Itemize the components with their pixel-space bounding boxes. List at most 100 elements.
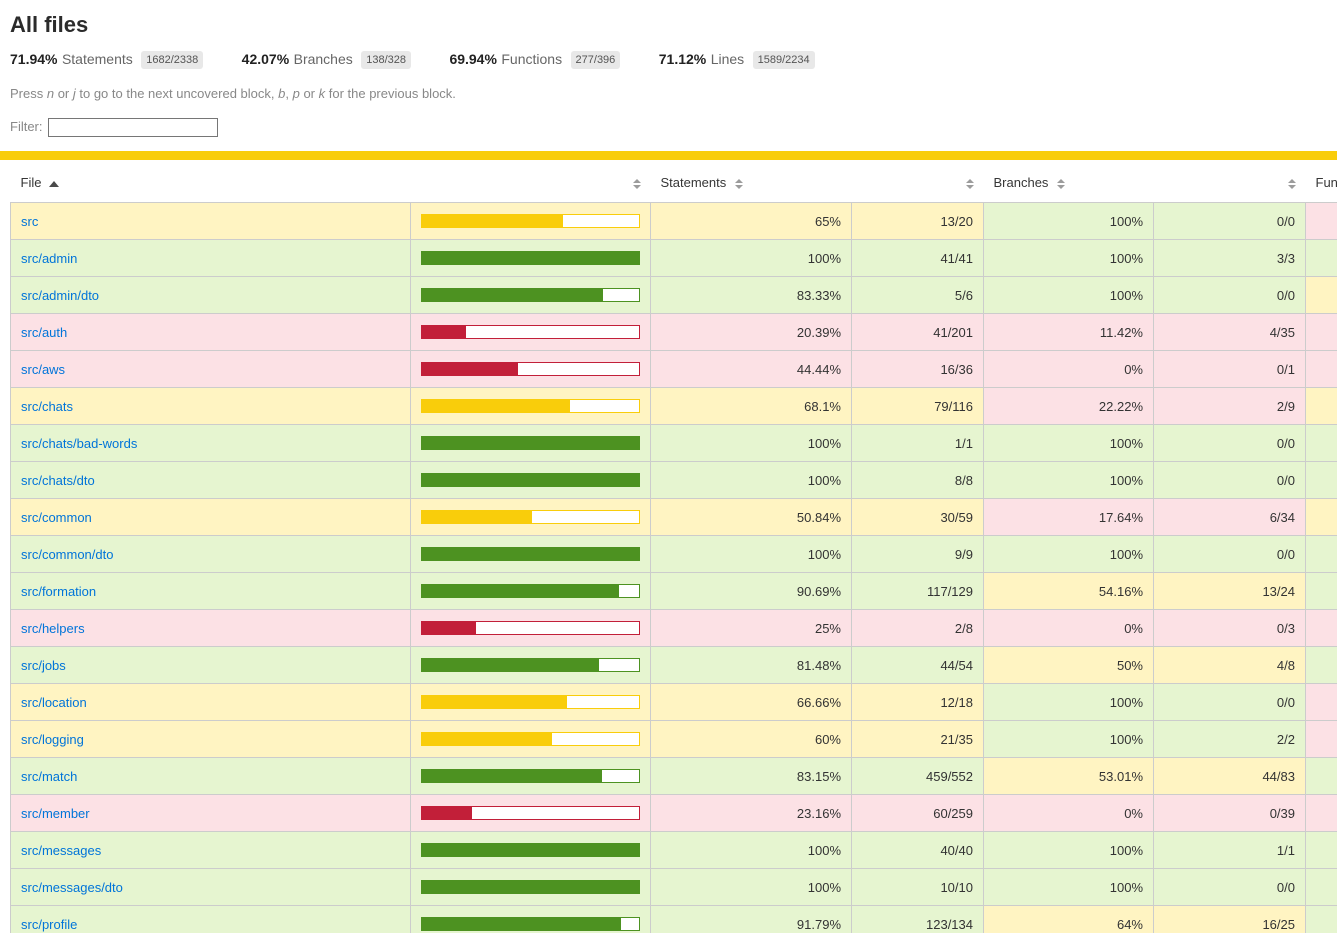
statements-raw-cell: 40/40 [851, 831, 984, 869]
statements-pct: 71.94% [10, 51, 58, 67]
lines-pct: 71.12% [658, 51, 707, 67]
coverage-bar [421, 843, 640, 857]
file-link[interactable]: src/common [21, 509, 92, 525]
functions-pct-cell [1305, 350, 1337, 388]
coverage-bar [421, 288, 640, 302]
functions-fraction-badge: 277/396 [570, 51, 621, 69]
file-link[interactable]: src/match [21, 768, 78, 784]
statements-pct-cell: 25% [650, 609, 852, 647]
statements-raw-cell: 9/9 [851, 535, 984, 573]
table-row: src/profile 91.79% 123/134 64% 16/25 [10, 905, 1337, 933]
functions-label: Functions [501, 51, 563, 67]
shortcut-key: b [278, 86, 286, 101]
table-row: src/logging 60% 21/35 100% 2/2 [10, 720, 1337, 758]
summary-branches: 42.07% Branches 138/328 [242, 51, 411, 69]
file-link[interactable]: src/profile [21, 916, 78, 932]
branches-pct-cell: 100% [983, 720, 1154, 758]
coverage-bar-fill [422, 696, 567, 708]
branches-pct-cell: 11.42% [983, 313, 1154, 351]
shortcut-key: j [72, 86, 76, 101]
table-header-row: File Statements Branches Functions [11, 162, 1337, 203]
file-link[interactable]: src/aws [21, 361, 66, 377]
statements-raw-cell: 21/35 [851, 720, 984, 758]
sort-toggle-icon [1287, 178, 1296, 189]
sort-toggle-icon [965, 178, 974, 189]
file-link[interactable]: src/auth [21, 324, 68, 340]
file-link[interactable]: src/member [21, 805, 90, 821]
branches-pct-cell: 0% [983, 350, 1154, 388]
column-header-pic-1[interactable] [411, 162, 651, 203]
help-text-segment: Press [10, 86, 47, 101]
file-link[interactable]: src/chats/dto [21, 472, 95, 488]
file-link[interactable]: src [21, 213, 39, 229]
branches-raw-cell: 0/0 [1153, 868, 1306, 906]
branches-raw-cell: 0/1 [1153, 350, 1306, 388]
column-header-abs-3[interactable] [852, 162, 984, 203]
coverage-bar [421, 362, 640, 376]
table-row: src/location 66.66% 12/18 100% 0/0 [10, 683, 1337, 721]
branches-raw-cell: 1/1 [1153, 831, 1306, 869]
functions-pct-cell [1305, 424, 1337, 462]
statements-pct-cell: 83.33% [650, 276, 852, 314]
coverage-bar-fill [422, 363, 519, 375]
help-text-segment: or [54, 86, 73, 101]
branches-pct-cell: 53.01% [983, 757, 1154, 795]
file-link[interactable]: src/messages [21, 842, 102, 858]
filter-input[interactable] [47, 118, 218, 137]
branches-raw-cell: 0/0 [1153, 683, 1306, 721]
column-header-branches[interactable]: Branches [984, 162, 1154, 203]
branches-pct-cell: 100% [983, 461, 1154, 499]
branches-pct-cell: 100% [983, 239, 1154, 277]
branches-pct-cell: 0% [983, 609, 1154, 647]
statements-raw-cell: 79/116 [851, 387, 984, 425]
coverage-bar-cell [410, 424, 651, 462]
functions-pct-cell [1305, 202, 1337, 240]
branches-pct-cell: 0% [983, 794, 1154, 832]
branches-pct-cell: 100% [983, 202, 1154, 240]
help-text-segment: to go to the next uncovered block, [75, 86, 279, 101]
coverage-bar-cell [410, 609, 651, 647]
file-link[interactable]: src/logging [21, 731, 84, 747]
file-link[interactable]: src/common/dto [21, 546, 114, 562]
file-link[interactable]: src/jobs [21, 657, 66, 673]
statements-pct-cell: 68.1% [650, 387, 852, 425]
page-title: All files [10, 12, 89, 37]
column-header-functions[interactable]: Functions [1306, 162, 1337, 203]
file-cell: src [10, 202, 411, 240]
column-header-file[interactable]: File [11, 162, 411, 203]
statements-raw-cell: 16/36 [851, 350, 984, 388]
column-header-abs-5[interactable] [1154, 162, 1306, 203]
file-cell: src/admin [10, 239, 411, 277]
file-link[interactable]: src/messages/dto [21, 879, 123, 895]
file-link[interactable]: src/chats/bad-words [21, 435, 138, 451]
summary-statements: 71.94% Statements 1682/2338 [10, 51, 204, 69]
filter-label: Filter: [10, 118, 43, 134]
column-header-statements[interactable]: Statements [651, 162, 852, 203]
shortcut-key: p [292, 86, 300, 101]
file-link[interactable]: src/admin [21, 250, 78, 266]
statements-raw-cell: 41/201 [851, 313, 984, 351]
branches-label: Branches [293, 51, 353, 67]
coverage-bar-fill [422, 807, 473, 819]
file-link[interactable]: src/formation [21, 583, 97, 599]
file-cell: src/aws [10, 350, 411, 388]
coverage-bar-cell [410, 831, 651, 869]
statements-pct-cell: 66.66% [650, 683, 852, 721]
file-link[interactable]: src/location [21, 694, 87, 710]
file-link[interactable]: src/helpers [21, 620, 85, 636]
branches-raw-cell: 0/3 [1153, 609, 1306, 647]
statements-raw-cell: 117/129 [851, 572, 984, 610]
statements-raw-cell: 459/552 [851, 757, 984, 795]
branches-raw-cell: 2/2 [1153, 720, 1306, 758]
functions-pct: 69.94% [449, 51, 497, 67]
table-row: src/common/dto 100% 9/9 100% 0/0 [10, 535, 1337, 573]
statements-raw-cell: 30/59 [851, 498, 984, 536]
file-link[interactable]: src/chats [21, 398, 74, 414]
column-label: Functions [1315, 175, 1337, 190]
statements-raw-cell: 41/41 [851, 239, 984, 277]
statements-raw-cell: 44/54 [851, 646, 984, 684]
file-link[interactable]: src/admin/dto [21, 287, 100, 303]
branches-fraction-badge: 138/328 [361, 51, 411, 69]
functions-pct-cell [1305, 572, 1337, 610]
branches-pct-cell: 64% [983, 905, 1154, 933]
